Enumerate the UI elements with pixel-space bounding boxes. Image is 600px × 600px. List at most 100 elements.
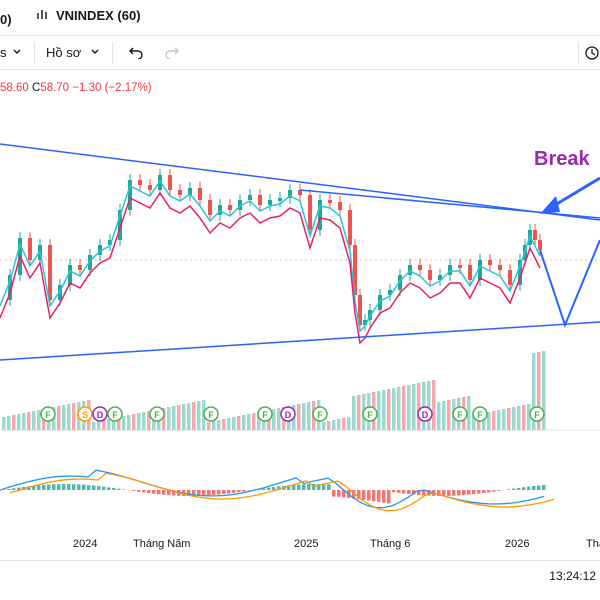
x-tick-2025: 2025 — [294, 538, 319, 550]
profile-button[interactable]: Hồ sơ — [46, 45, 82, 60]
event-marker — [40, 406, 56, 422]
event-marker-label: F — [477, 410, 483, 420]
tab-previous[interactable]: 0) — [0, 12, 12, 27]
candle-body — [48, 245, 52, 300]
macd-histogram-bar — [197, 490, 201, 496]
volume-bar — [257, 412, 261, 430]
tab-bar: 0) VNINDEX (60) — [0, 0, 600, 36]
volume-bar — [187, 403, 191, 430]
x-tick-2024: 2024 — [73, 538, 98, 550]
event-marker-label: F — [208, 410, 214, 420]
macd-histogram-bar — [32, 485, 36, 490]
macd-histogram-bar — [112, 487, 116, 490]
macd-histogram-bar — [397, 490, 401, 493]
macd-histogram-bar — [132, 490, 136, 491]
volume-bar — [347, 417, 351, 430]
candle-body — [58, 285, 62, 300]
volume-bar — [472, 415, 476, 430]
macd-histogram-bar — [372, 490, 376, 502]
volume-bar — [357, 395, 361, 430]
volume-bar — [107, 419, 111, 430]
macd-histogram-bar — [202, 490, 206, 496]
candle-body — [438, 275, 442, 280]
volume-bar — [427, 381, 431, 430]
macd-histogram-bar — [62, 484, 66, 490]
candle-body — [538, 240, 542, 250]
candle-body — [178, 190, 182, 195]
ohlc-change: −1.30 (−2.17%) — [72, 82, 152, 94]
volume-bar — [302, 403, 306, 430]
snapshot-icon[interactable] — [584, 45, 600, 64]
volume-bar — [467, 396, 471, 430]
event-marker — [362, 406, 378, 422]
macd-histogram-bar — [392, 490, 396, 493]
toolbar-separator — [112, 42, 113, 64]
event-marker-label: D — [97, 410, 104, 420]
macd-histogram-bar — [87, 485, 91, 490]
macd-histogram-bar — [537, 485, 541, 490]
candle-body — [488, 260, 492, 265]
macd-histogram-bar — [57, 484, 61, 490]
macd-histogram-bar — [412, 490, 416, 495]
candle-body — [468, 265, 472, 280]
macd-histogram-bar — [327, 484, 331, 490]
volume-bar — [222, 419, 226, 430]
volume-bar — [397, 387, 401, 430]
candle-body — [228, 205, 232, 210]
candle-body — [353, 245, 357, 295]
macd-histogram-bar — [47, 484, 51, 490]
volume-bar — [217, 420, 221, 430]
macd-histogram-bar — [462, 490, 466, 496]
x-tick-2026: 2026 — [505, 538, 530, 550]
macd-histogram-bar — [302, 484, 306, 490]
event-marker — [472, 406, 488, 422]
candle-body — [308, 195, 312, 230]
volume-bar — [542, 351, 546, 430]
macd-histogram-bar — [137, 490, 141, 492]
volume-bar — [177, 405, 181, 430]
macd-histogram-bar — [117, 488, 121, 490]
volume-bar — [147, 411, 151, 430]
ohlc-close-label: C — [31, 82, 41, 94]
macd-histogram-bar — [322, 484, 326, 490]
ohlc-low-value: 58.60 — [0, 82, 29, 94]
macd-histogram-bar — [207, 490, 211, 496]
undo-icon[interactable] — [128, 45, 144, 62]
candle-body — [448, 265, 452, 275]
event-marker — [280, 406, 296, 422]
macd-histogram-bar — [212, 490, 216, 495]
candle-body — [458, 265, 462, 268]
upper-trendline — [0, 143, 600, 221]
candle-body — [428, 270, 432, 280]
macd-histogram-bar — [217, 490, 221, 495]
candle-body — [8, 275, 12, 300]
volume-bar — [407, 385, 411, 430]
volume-bar — [27, 412, 31, 430]
toolbar-item-cut[interactable]: s — [0, 45, 7, 60]
macd-histogram-bar — [72, 484, 76, 490]
macd-histogram-bar — [227, 490, 231, 494]
volume-bar — [97, 421, 101, 430]
volume-bar — [12, 415, 16, 430]
volume-bar — [102, 420, 106, 430]
volume-bar — [92, 422, 96, 430]
macd-histogram-bar — [442, 490, 446, 496]
macd-histogram-bar — [152, 490, 156, 494]
toolbar-separator — [34, 42, 35, 64]
macd-histogram-bar — [67, 484, 71, 490]
macd-histogram-bar — [367, 490, 371, 501]
candle-body — [348, 210, 352, 245]
volume-bar — [297, 404, 301, 430]
macd-histogram-bar — [237, 490, 241, 493]
volume-bar — [207, 422, 211, 430]
candle-body — [238, 200, 242, 210]
macd-histogram-bar — [267, 487, 271, 490]
chevron-down-icon[interactable] — [12, 45, 22, 60]
tab-vnindex[interactable]: VNINDEX (60) — [36, 8, 141, 23]
redo-icon[interactable] — [164, 45, 180, 62]
macd-histogram-bar — [247, 490, 251, 491]
candle-body — [378, 295, 382, 310]
profile-chevron-down-icon[interactable] — [90, 45, 100, 60]
candle-body — [158, 175, 162, 190]
